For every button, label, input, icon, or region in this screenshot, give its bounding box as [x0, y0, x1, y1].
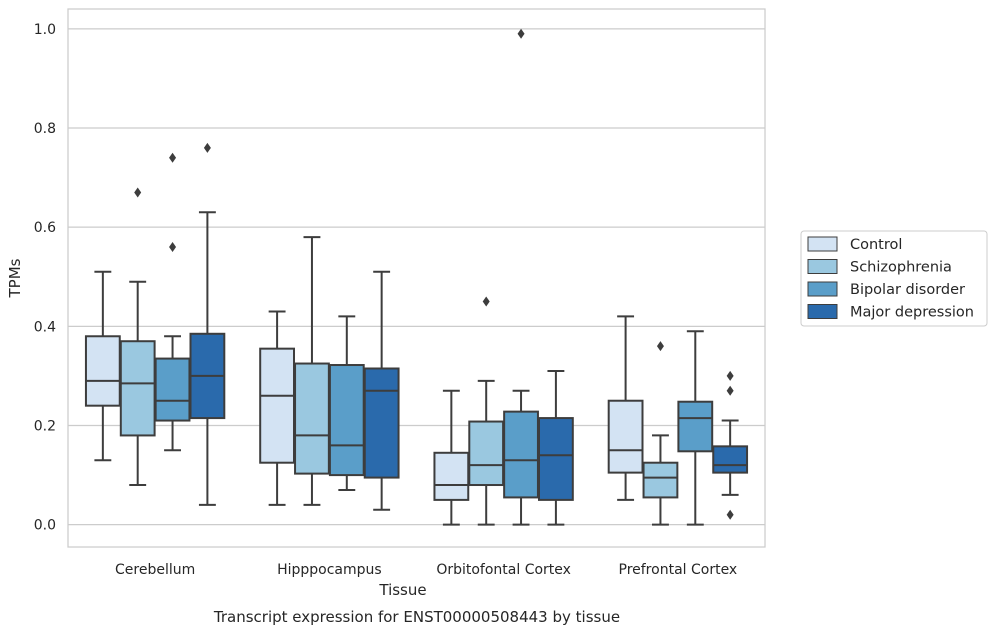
y-tick-label: 0.0 — [34, 518, 56, 534]
box-0-0 — [84, 270, 121, 462]
outlier-marker — [482, 296, 490, 307]
box-0-3 — [189, 142, 226, 506]
box-body — [607, 399, 644, 474]
box-0-2 — [154, 152, 191, 452]
outlier-marker — [726, 509, 734, 520]
box-body — [119, 340, 156, 437]
box-series — [84, 28, 749, 526]
y-tick-label: 0.2 — [34, 419, 56, 435]
box-body — [433, 451, 470, 501]
outlier-marker — [726, 385, 734, 396]
legend-swatch — [807, 236, 838, 252]
outlier-marker — [203, 142, 211, 153]
box-1-2 — [328, 315, 365, 491]
box-3-2 — [677, 330, 714, 526]
legend-label: Schizophrenia — [850, 260, 952, 276]
outlier-marker — [517, 28, 525, 39]
legend: Control Schizophrenia Bipolar disorder Majo… — [800, 230, 988, 327]
outlier-marker — [134, 187, 142, 198]
x-tick-labels: Cerebellum Hipppocampus Orbitofontal Corte… — [115, 562, 737, 578]
legend-swatch — [807, 281, 838, 297]
box-2-1 — [468, 296, 505, 526]
chart-caption: Transcript expression for ENST0000050844… — [213, 608, 620, 626]
grid-lines — [68, 28, 765, 526]
x-tick-label: Orbitofontal Cortex — [436, 562, 571, 578]
box-0-1 — [119, 187, 156, 487]
box-body — [328, 364, 365, 477]
box-3-3 — [712, 370, 749, 520]
outlier-marker — [169, 242, 177, 253]
legend-label: Control — [850, 237, 902, 253]
x-tick-label: Hipppocampus — [277, 562, 382, 578]
y-tick-label: 0.4 — [34, 319, 56, 335]
box-3-0 — [607, 315, 644, 501]
box-body — [712, 445, 749, 474]
box-body — [294, 362, 330, 475]
box-body — [363, 367, 400, 479]
box-1-0 — [259, 310, 296, 506]
x-axis-title: Tissue — [378, 581, 426, 599]
box-3-1 — [642, 341, 679, 526]
box-body — [84, 335, 121, 407]
box-body — [154, 357, 191, 422]
box-body — [259, 347, 296, 464]
box-2-0 — [433, 389, 470, 526]
outlier-marker — [726, 370, 734, 381]
legend-frame — [800, 230, 988, 327]
box-2-2 — [503, 28, 539, 526]
x-tick-label: Cerebellum — [115, 562, 195, 578]
legend-label: Major depression — [850, 305, 974, 321]
legend-swatch — [807, 259, 838, 274]
legend-label: Bipolar disorder — [850, 282, 965, 298]
outlier-marker — [656, 341, 664, 352]
plot-area — [68, 9, 765, 547]
box-body — [677, 400, 714, 453]
y-axis-title: TPMs — [6, 258, 24, 298]
y-tick-label: 1.0 — [34, 22, 56, 38]
box-2-3 — [537, 369, 574, 526]
box-1-1 — [294, 236, 330, 506]
box-1-3 — [363, 270, 400, 511]
y-tick-label: 0.8 — [34, 121, 56, 137]
box-body — [642, 461, 679, 499]
box-body — [503, 410, 539, 499]
y-tick-labels: 0.0 0.2 0.4 0.6 0.8 1.0 — [34, 22, 56, 534]
outlier-marker — [169, 152, 177, 163]
x-tick-label: Prefrontal Cortex — [619, 562, 738, 578]
y-tick-label: 0.6 — [34, 220, 56, 236]
box-body — [468, 420, 505, 487]
box-body — [537, 417, 574, 501]
legend-swatch — [807, 304, 838, 319]
plot-frame — [67, 8, 766, 548]
